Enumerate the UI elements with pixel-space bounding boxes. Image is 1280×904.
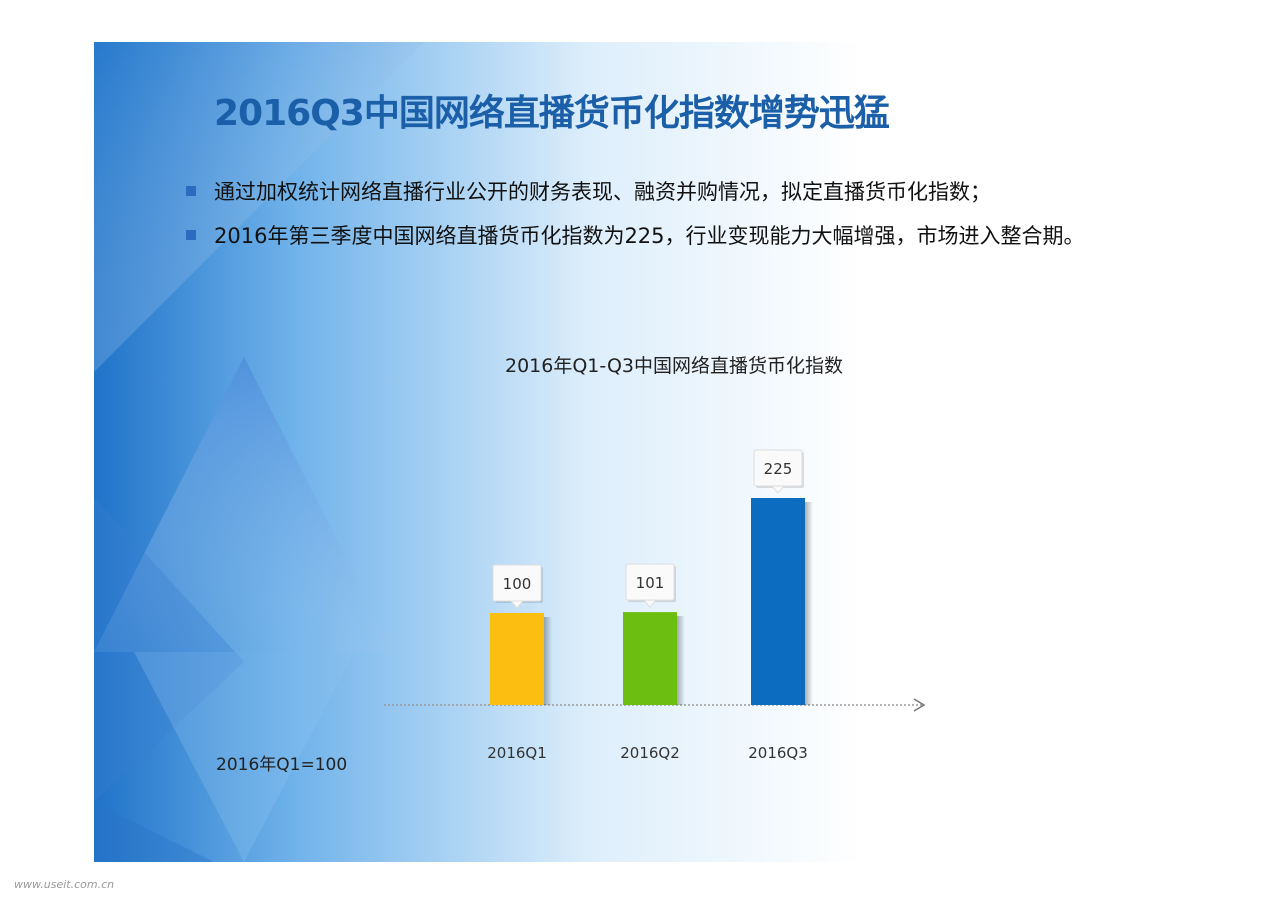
data-label-pointer [642,599,658,608]
x-tick-label: 2016Q1 [487,744,547,762]
bar-chart: 2016年Q1-Q3中国网络直播货币化指数 100 2016Q1 101 2016Q2… [384,355,926,762]
bullet-item: 2016年第三季度中国网络直播货币化指数为225，行业变现能力大幅增强，市场进入… [182,214,1162,258]
data-label: 101 [636,574,665,592]
bullet-list: 通过加权统计网络直播行业公开的财务表现、融资并购情况，拟定直播货币化指数； 20… [182,170,1162,258]
x-axis-arrow-icon [913,698,926,712]
bar-shadow [805,502,813,705]
bar-2016q3 [751,498,805,705]
bullet-text: 通过加权统计网络直播行业公开的财务表现、融资并购情况，拟定直播货币化指数； [214,180,991,204]
chart-footnote: 2016年Q1=100 [216,755,348,775]
x-tick-label: 2016Q2 [620,744,680,762]
square-bullet-icon [186,230,196,240]
bar-shadow [544,617,552,705]
bar-shadow [677,616,685,705]
square-bullet-icon [186,186,196,196]
slide: 2016Q3中国网络直播货币化指数增势迅猛 通过加权统计网络直播行业公开的财务表… [94,42,1194,862]
bullet-text: 2016年第三季度中国网络直播货币化指数为225，行业变现能力大幅增强，市场进入… [214,224,1085,248]
bar-2016q2 [623,612,677,705]
bar-2016q1 [490,613,544,705]
data-label-pointer [770,485,786,494]
watermark-text: www.useit.com.cn [14,878,115,891]
page-title: 2016Q3中国网络直播货币化指数增势迅猛 [214,93,890,134]
chart-title: 2016年Q1-Q3中国网络直播货币化指数 [505,355,843,377]
data-label: 225 [764,460,793,478]
data-label: 100 [503,575,532,593]
slide-background [94,42,1194,862]
bullet-item: 通过加权统计网络直播行业公开的财务表现、融资并购情况，拟定直播货币化指数； [182,170,1162,214]
data-label-pointer [509,600,525,609]
x-tick-label: 2016Q3 [748,744,808,762]
